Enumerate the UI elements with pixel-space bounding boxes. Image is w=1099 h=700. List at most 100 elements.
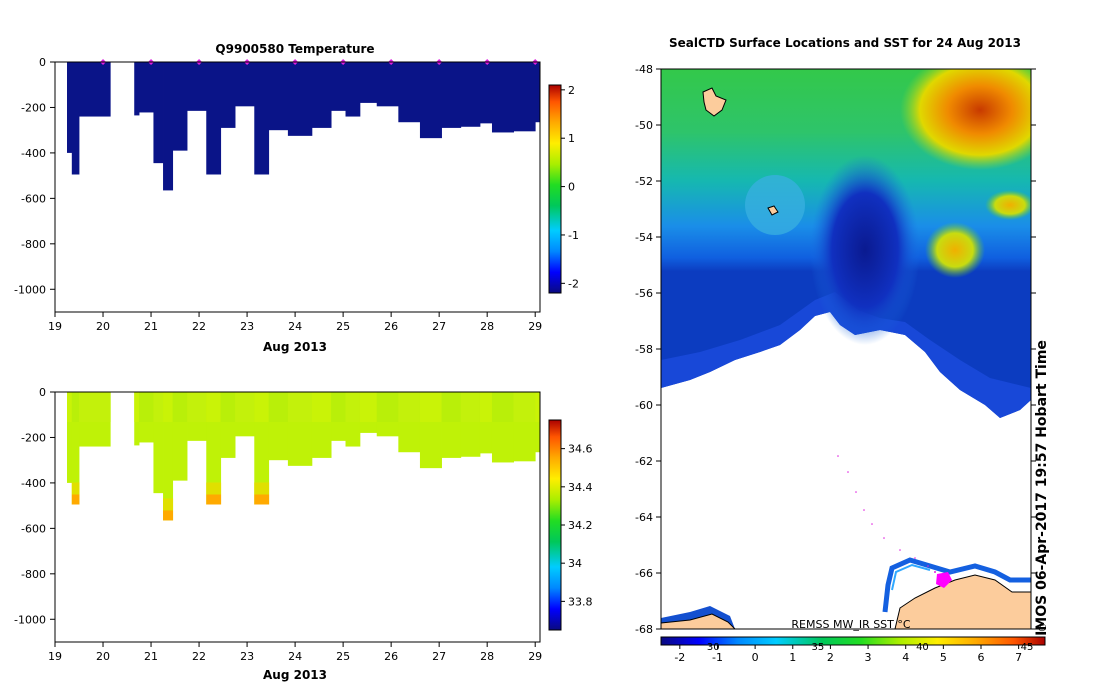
coastal-water-east	[882, 557, 1031, 613]
temperature-title: Q9900580 Temperature	[215, 42, 374, 56]
sst-tick-label-fahrenheit: 35	[811, 642, 824, 653]
x-tick-label: 28	[480, 650, 494, 663]
profile-bar	[441, 62, 462, 128]
coastal-water-east-inner	[891, 563, 931, 591]
profile-bar	[460, 392, 481, 457]
x-tick-label: 27	[432, 650, 446, 663]
cold-tongue	[810, 155, 920, 345]
x-tick-label: 29	[528, 650, 542, 663]
salinity-x-label: Aug 2013	[263, 668, 327, 682]
sst-tick-label-celsius: -2	[674, 651, 685, 664]
warm-patch	[900, 69, 1031, 170]
sst-colorbar	[660, 636, 1046, 646]
x-tick-label: 21	[144, 650, 158, 663]
colorbar-tick-label: 34.4	[568, 481, 593, 494]
sst-tick-label-celsius: 7	[1015, 651, 1022, 664]
profile-bar	[134, 392, 140, 446]
profile-bar	[398, 62, 421, 123]
profile-bar	[206, 62, 222, 175]
profile-bar	[331, 392, 346, 441]
x-tick-label: 19	[48, 650, 62, 663]
profile-bar	[535, 392, 541, 453]
seal-track	[837, 455, 936, 573]
profile-bar	[311, 392, 332, 458]
colorbar-tick-label: 34.6	[568, 443, 593, 456]
lat-tick-label: -56	[635, 287, 653, 300]
sst-tick-label-celsius: 1	[789, 651, 796, 664]
x-tick-label: 21	[144, 320, 158, 333]
profile-bar	[235, 62, 255, 107]
x-tick-label: 20	[96, 320, 110, 333]
y-tick-label: 0	[39, 386, 46, 399]
profile-bar	[287, 392, 313, 466]
y-tick-label: -600	[21, 522, 46, 535]
lat-tick-label: -66	[635, 567, 653, 580]
salinity-y-ticks: 0 -200 -400 -600 -800 -1000	[14, 386, 55, 626]
kerguelen-island	[702, 87, 727, 117]
profile-bar	[220, 392, 236, 458]
yellow-patch	[925, 222, 985, 278]
salinity-colorbar	[548, 419, 562, 631]
profile-bar	[491, 392, 514, 463]
y-tick-label: -600	[21, 192, 46, 205]
profile-bar	[206, 392, 222, 505]
x-tick-label: 25	[336, 650, 350, 663]
profile-bar	[359, 392, 378, 433]
cyan-eddy	[745, 175, 805, 235]
x-tick-label: 29	[528, 320, 542, 333]
sst-tick-label-fahrenheit: 40	[916, 642, 929, 653]
lat-tick-label: -62	[635, 455, 653, 468]
salinity-x-ticks: 19 20 21 22 23 24 25 26 27 28 29	[48, 642, 542, 663]
profile-bar	[172, 392, 188, 481]
profile-bar	[79, 392, 111, 447]
temperature-frame	[54, 61, 541, 313]
profile-bar	[187, 392, 207, 441]
y-tick-label: -400	[21, 147, 46, 160]
sst-tick-label-fahrenheit: 45	[1021, 642, 1034, 653]
profile-bar	[287, 62, 313, 136]
profile-bar	[139, 392, 154, 443]
lat-tick-label: -68	[635, 623, 653, 636]
sst-tick-label-celsius: 4	[902, 651, 909, 664]
profile-bar	[376, 392, 399, 437]
antarctic-land-west	[661, 613, 736, 629]
temperature-panel: Q9900580 Temperature 0 -200 -400 -600 -800 -1…	[14, 42, 579, 354]
profile-bar	[71, 392, 80, 505]
profile-bar	[441, 392, 462, 458]
profile-bar	[479, 62, 493, 124]
yellow-patch-east	[985, 190, 1031, 220]
copyright-symbol: ©	[1037, 621, 1048, 634]
x-tick-label: 25	[336, 320, 350, 333]
sst-tick-label-celsius: 3	[865, 651, 872, 664]
sst-tick-label-celsius: 2	[827, 651, 834, 664]
y-tick-label: -800	[21, 238, 46, 251]
lat-tick-label: -64	[635, 511, 653, 524]
map-lat-ticks: -48 -50 -52 -54 -56 -58 -60 -62 -64 -66 -68	[635, 63, 1036, 636]
salinity-panel: 0 -200 -400 -600 -800 -1000 19 20 21 22 23 24 25 26 2…	[14, 386, 592, 682]
sst-tick-label-celsius: 0	[752, 651, 759, 664]
lat-tick-label: -54	[635, 231, 653, 244]
y-tick-label: -1000	[14, 613, 46, 626]
profile-bar	[479, 392, 493, 454]
sst-source-label: REMSS MW_IR SST °C	[791, 618, 910, 631]
lat-tick-label: -58	[635, 343, 653, 356]
colorbar-tick-label: 34.2	[568, 519, 593, 532]
sst-tick-label-celsius: 6	[978, 651, 985, 664]
heard-island	[767, 205, 779, 216]
profile-bar	[220, 62, 236, 128]
profile-bar	[163, 392, 174, 521]
profile-bar	[254, 62, 270, 175]
x-tick-label: 24	[288, 320, 302, 333]
profile-bar	[79, 62, 111, 117]
profile-bar	[71, 62, 80, 175]
profile-bar	[513, 62, 536, 132]
profile-bar	[187, 62, 207, 111]
sst-field	[661, 69, 1031, 629]
profile-bar	[134, 62, 140, 116]
profile-bar	[491, 62, 514, 133]
profile-bar	[153, 392, 164, 494]
profile-bar	[311, 62, 332, 128]
profile-bar	[359, 62, 378, 103]
profile-bar	[376, 62, 399, 107]
